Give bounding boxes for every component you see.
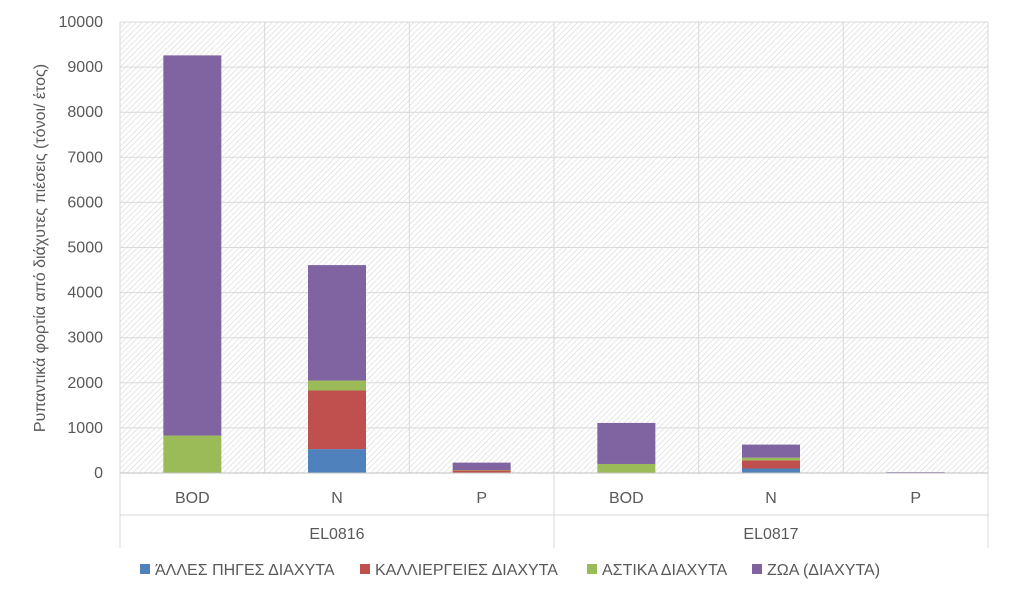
legend-label: ΆΛΛΕΣ ΠΗΓΕΣ ΔΙΑΧΥΤΑ [155, 562, 335, 579]
y-axis-ticks: 0 1000 2000 3000 4000 5000 6000 7000 8000 9000 100… [59, 14, 104, 482]
legend-swatch [140, 564, 150, 574]
bar-segment [742, 444, 800, 458]
y-tick-label: 9000 [67, 59, 103, 76]
bar-segment [742, 460, 800, 469]
x-axis: BOD N P BOD N P EL0816 EL0817 [119, 472, 989, 548]
legend-swatch [360, 564, 370, 574]
x-category-label: P [476, 490, 487, 507]
legend-label: ΚΑΛΛΙΕΡΓΕΙΕΣ ΔΙΑΧΥΤΑ [375, 562, 558, 579]
bar-segment [308, 390, 366, 450]
bar-segment [308, 449, 366, 473]
bar-segment [886, 472, 945, 473]
bar-segment [163, 55, 222, 436]
y-tick-label: 3000 [67, 330, 103, 347]
bar-segment [452, 470, 511, 471]
x-group-label: EL0816 [309, 526, 364, 543]
y-tick-label: 1000 [67, 420, 103, 437]
bar-segment [163, 435, 222, 473]
bar-segment [742, 468, 800, 473]
x-category-label: P [910, 490, 921, 507]
y-tick-label: 5000 [67, 240, 103, 257]
y-tick-label: 6000 [67, 194, 103, 211]
bar-segment [308, 380, 366, 391]
x-category-label: N [331, 490, 343, 507]
x-category-label: BOD [175, 490, 210, 507]
bar-segment [597, 463, 656, 473]
y-tick-label: 0 [94, 465, 103, 482]
y-tick-label: 4000 [67, 285, 103, 302]
y-tick-label: 8000 [67, 104, 103, 121]
bar-segment [597, 422, 656, 464]
legend: ΆΛΛΕΣ ΠΗΓΕΣ ΔΙΑΧΥΤΑ ΚΑΛΛΙΕΡΓΕΙΕΣ ΔΙΑΧΥΤΑ Α… [140, 562, 880, 579]
y-tick-label: 2000 [67, 375, 103, 392]
x-group-label: EL0817 [743, 526, 798, 543]
y-tick-label: 7000 [67, 149, 103, 166]
bars [163, 55, 945, 474]
y-axis-label: Ρυπαντικά φορτία από διάχυτες πιέσεις (τ… [32, 64, 49, 432]
legend-swatch [752, 564, 762, 574]
legend-swatch [587, 564, 597, 574]
y-tick-label: 10000 [59, 14, 104, 31]
bar-segment [452, 470, 511, 473]
bar-segment [742, 457, 800, 461]
bar-segment [308, 265, 366, 381]
gridlines [119, 21, 989, 474]
x-category-label: N [765, 490, 777, 507]
x-category-label: BOD [609, 490, 644, 507]
legend-label: ΖΩΑ (ΔΙΑΧΥΤΑ) [767, 562, 880, 579]
legend-label: ΑΣΤΙΚΑ ΔΙΑΧΥΤΑ [602, 562, 728, 579]
bar-segment [452, 462, 511, 471]
